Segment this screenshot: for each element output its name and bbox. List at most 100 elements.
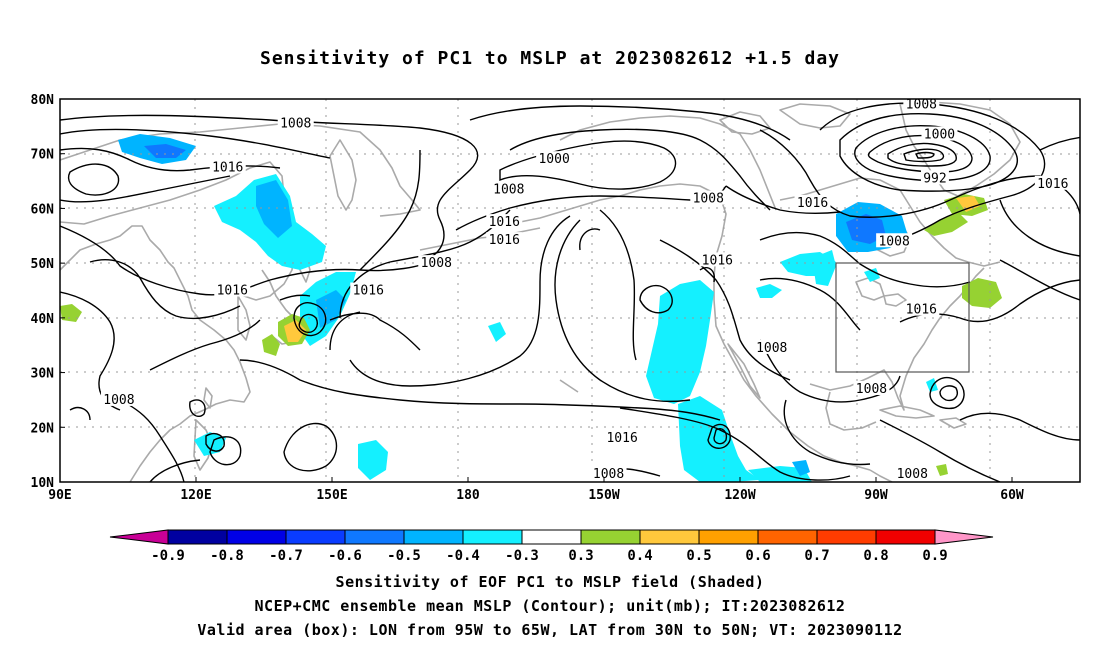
contour-label-bg [486, 214, 523, 229]
contour-label-bg [903, 99, 940, 111]
colorbar-cell [167, 529, 228, 545]
contour-label-bg [604, 430, 641, 445]
contour-label-bg [490, 181, 527, 196]
contour-label: 1016 [212, 160, 243, 175]
colorbar-label: 0.5 [686, 548, 711, 564]
lat-label: 60N [31, 202, 55, 217]
lat-label: 20N [31, 421, 55, 436]
caption-line-1: Sensitivity of EOF PC1 to MSLP field (Sh… [335, 573, 765, 591]
lat-label: 70N [31, 148, 55, 163]
chart-title: Sensitivity of PC1 to MSLP at 2023082612… [259, 48, 840, 69]
longitude-labels: 90E 120E 150E 180 150W 120W 90W 60W [48, 477, 1024, 503]
lon-label: 120W [724, 488, 755, 503]
colorbar-label: 0.8 [863, 548, 888, 564]
contour-label: 1016 [606, 431, 637, 446]
colorbar-cell [816, 529, 877, 545]
contour-label-bg [209, 159, 246, 174]
contour-label: 1008 [280, 117, 311, 132]
contour-label: 1016 [489, 215, 520, 230]
contour-label: 1008 [493, 182, 524, 197]
caption-line-3: Valid area (box): LON from 95W to 65W, L… [197, 621, 903, 639]
colorbar-cell [462, 529, 523, 545]
valid-area-box [835, 262, 970, 373]
colorbar-label: -0.9 [151, 548, 185, 564]
lon-label: 150W [588, 488, 619, 503]
lon-label: 60W [1000, 488, 1024, 503]
colorbar-cell [521, 529, 582, 545]
contour-label: 1008 [906, 97, 937, 112]
contour-label: 1008 [878, 234, 909, 249]
colorbar-label: -0.5 [387, 548, 421, 564]
caption-line-2: NCEP+CMC ensemble mean MSLP (Contour); u… [254, 597, 846, 615]
lon-label: 90E [48, 488, 71, 503]
colorbar-cell [344, 529, 405, 545]
contour-label: 992 [923, 171, 946, 186]
map-plot-area: 1008 1016 1000 1008 1008 1008 1000 992 1016 1008 1… [60, 97, 1080, 482]
contour-label-bg [100, 391, 137, 406]
colorbar-label: -0.4 [446, 548, 480, 564]
contour-label-bg [921, 126, 958, 141]
colorbar-label: 0.3 [568, 548, 593, 564]
colorbar-label: 0.4 [627, 548, 652, 564]
contour-label: 1016 [1037, 177, 1068, 192]
contour-label: 1016 [489, 233, 520, 248]
contour-label: 1008 [756, 341, 787, 356]
colorbar-cell [698, 529, 759, 545]
contour-label-bg [690, 190, 727, 205]
colorbar-high-arrow [934, 529, 994, 545]
mslp-contours [60, 102, 1080, 482]
contour-label-bg [418, 255, 455, 270]
contour-label: 1016 [702, 253, 733, 268]
lon-label: 180 [456, 488, 480, 503]
colorbar-cell [580, 529, 641, 545]
contour-label: 1008 [897, 467, 928, 482]
contour-label: 1000 [538, 152, 569, 167]
lon-label: 120E [180, 488, 211, 503]
colorbar-label: -0.3 [505, 548, 539, 564]
contour-labels: 1008 1016 1000 1008 1008 1008 1000 992 1016 1008 1… [100, 97, 1071, 482]
contour-label-bg [794, 194, 831, 209]
colorbar-label: 0.9 [922, 548, 947, 564]
latitude-labels: 80N 70N 60N 50N 40N 30N 20N 10N [31, 93, 65, 491]
colorbar-cell [226, 529, 287, 545]
contour-label: 1016 [797, 196, 828, 211]
contour-label-bg [753, 339, 790, 354]
contour-label-bg [536, 151, 573, 166]
map-frame [59, 98, 1081, 483]
colorbar-label: -0.8 [210, 548, 244, 564]
lat-label: 40N [31, 312, 55, 327]
colorbar-cell [757, 529, 818, 545]
contour-label: 1008 [856, 382, 887, 397]
contour-label-bg [486, 232, 523, 247]
contour-label: 1008 [103, 393, 134, 408]
contour-label-bg [920, 170, 949, 185]
contour-label: 1016 [906, 303, 937, 318]
colorbar-low-arrow [109, 529, 169, 545]
contour-label-bg [350, 282, 387, 297]
contour-label: 1008 [421, 256, 452, 271]
contour-label: 1000 [924, 128, 955, 143]
lat-label: 30N [31, 367, 55, 382]
colorbar-cell [285, 529, 346, 545]
contour-label-bg [903, 301, 940, 316]
contour-label: 1008 [593, 467, 624, 482]
lon-label: 150E [316, 488, 347, 503]
contour-label-bg [894, 465, 931, 480]
colorbar-cell [403, 529, 464, 545]
colorbar-label: -0.7 [269, 548, 303, 564]
contour-label-bg [214, 282, 251, 297]
lat-label: 50N [31, 257, 55, 272]
colorbar-label: 0.7 [804, 548, 829, 564]
contour-label-bg [876, 233, 913, 248]
colorbar-cell [639, 529, 700, 545]
contour-label: 1016 [217, 284, 248, 299]
colorbar: -0.9 -0.8 -0.7 -0.6 -0.5 -0.4 -0.3 0.3 0.4 0.5 0.6… [109, 529, 994, 564]
contour-label-bg [1034, 175, 1071, 190]
colorbar-cell [875, 529, 936, 545]
contour-label: 1016 [353, 284, 384, 299]
colorbar-label: 0.6 [745, 548, 770, 564]
contour-label-bg [277, 115, 314, 130]
contour-label: 1008 [693, 192, 724, 207]
lat-label: 80N [31, 93, 55, 108]
